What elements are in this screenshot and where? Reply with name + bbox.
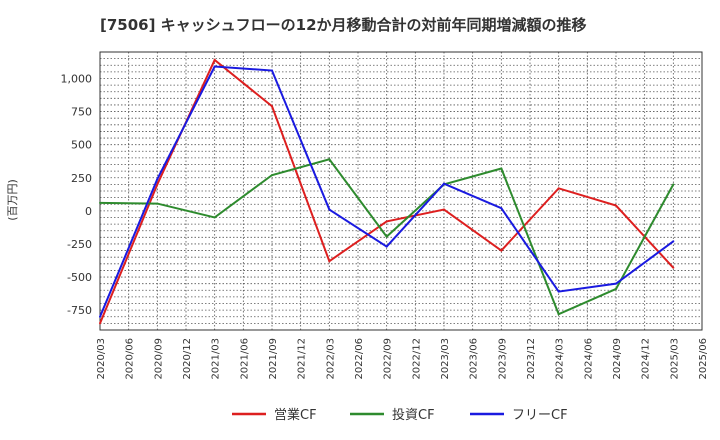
y-tick-label: -750: [67, 304, 92, 317]
x-tick-label: 2023/09: [497, 338, 508, 380]
series-point: [557, 290, 560, 293]
plot-border: [99, 51, 703, 331]
series-point: [99, 201, 101, 204]
series-point: [271, 105, 273, 108]
series-point: [615, 282, 617, 285]
legend-item-1: 営業CF: [232, 407, 317, 423]
series-point: [672, 240, 675, 243]
x-tick-label: 2023/06: [469, 338, 480, 380]
legend-label: フリーCF: [512, 408, 568, 423]
x-tick-label: 2022/12: [411, 338, 422, 380]
series-point: [271, 69, 273, 72]
y-axis-label: (百万円): [6, 179, 19, 221]
series-point: [99, 315, 101, 318]
x-tick-label: 2022/06: [354, 338, 365, 380]
series-point: [557, 187, 560, 190]
series-point: [328, 260, 331, 263]
y-tick-label: 500: [71, 139, 92, 152]
x-tick-label: 2021/12: [297, 338, 308, 380]
series-point: [443, 208, 445, 211]
x-tick-label: 2020/09: [153, 338, 164, 380]
y-tick-label: 1,000: [61, 72, 93, 85]
legend-label: 営業CF: [274, 407, 317, 423]
x-tick-label: 2023/03: [440, 338, 451, 380]
x-tick-label: 2025/06: [698, 338, 709, 380]
x-tick-label: 2024/09: [612, 338, 623, 380]
chart-title: [7506] キャッシュフローの12か月移動合計の対前年同期増減額の推移: [100, 16, 587, 34]
y-tick-label: -500: [67, 271, 92, 284]
series-point: [500, 167, 503, 170]
x-tick-label: 2024/06: [583, 338, 594, 380]
series-point: [213, 216, 216, 219]
series-point: [328, 158, 331, 161]
legend-item-2: 投資CF: [350, 407, 435, 423]
x-tick-label: 2020/12: [182, 338, 193, 380]
series-point: [156, 183, 159, 186]
x-tick-label: 2022/09: [383, 338, 394, 380]
x-tick-label: 2021/09: [268, 338, 279, 380]
x-tick-label: 2022/03: [325, 338, 336, 380]
series-point: [672, 183, 675, 186]
series-point: [500, 207, 503, 210]
legend: 営業CF 投資CF フリーCF: [232, 407, 568, 423]
x-tick-label: 2023/12: [526, 338, 537, 380]
y-tick-label: -250: [67, 238, 92, 251]
x-tick-label: 2025/03: [669, 338, 680, 380]
x-tick-label: 2021/06: [239, 338, 250, 380]
legend-label: 投資CF: [392, 407, 435, 423]
x-tick-label: 2024/03: [555, 338, 566, 380]
x-tick-label: 2021/03: [211, 338, 222, 380]
series-point: [672, 266, 675, 269]
y-tick-label: 750: [71, 106, 92, 119]
series-point: [99, 322, 101, 325]
series-point: [156, 178, 159, 181]
series-point: [385, 220, 388, 223]
series-point: [213, 65, 216, 68]
series-point: [385, 235, 388, 238]
series-point: [213, 58, 216, 61]
x-tick-label: 2020/06: [125, 338, 136, 380]
series-point: [615, 204, 617, 207]
y-tick-label: 250: [71, 172, 92, 185]
series-point: [615, 287, 617, 290]
y-tick-label: 0: [85, 205, 92, 218]
plot-area: -750 -500 -250 0 250 500 750 1,000 2020/03 2020/0…: [61, 51, 709, 380]
series-point: [557, 313, 560, 316]
legend-item-3: フリーCF: [470, 408, 568, 423]
series-point: [443, 182, 445, 185]
x-tick-label: 2020/03: [96, 338, 107, 380]
series-point: [271, 174, 273, 177]
series-point: [156, 202, 159, 205]
x-tick-label: 2024/12: [641, 338, 652, 380]
series-point: [385, 245, 388, 248]
series-point: [328, 208, 331, 211]
series-point: [500, 249, 503, 252]
